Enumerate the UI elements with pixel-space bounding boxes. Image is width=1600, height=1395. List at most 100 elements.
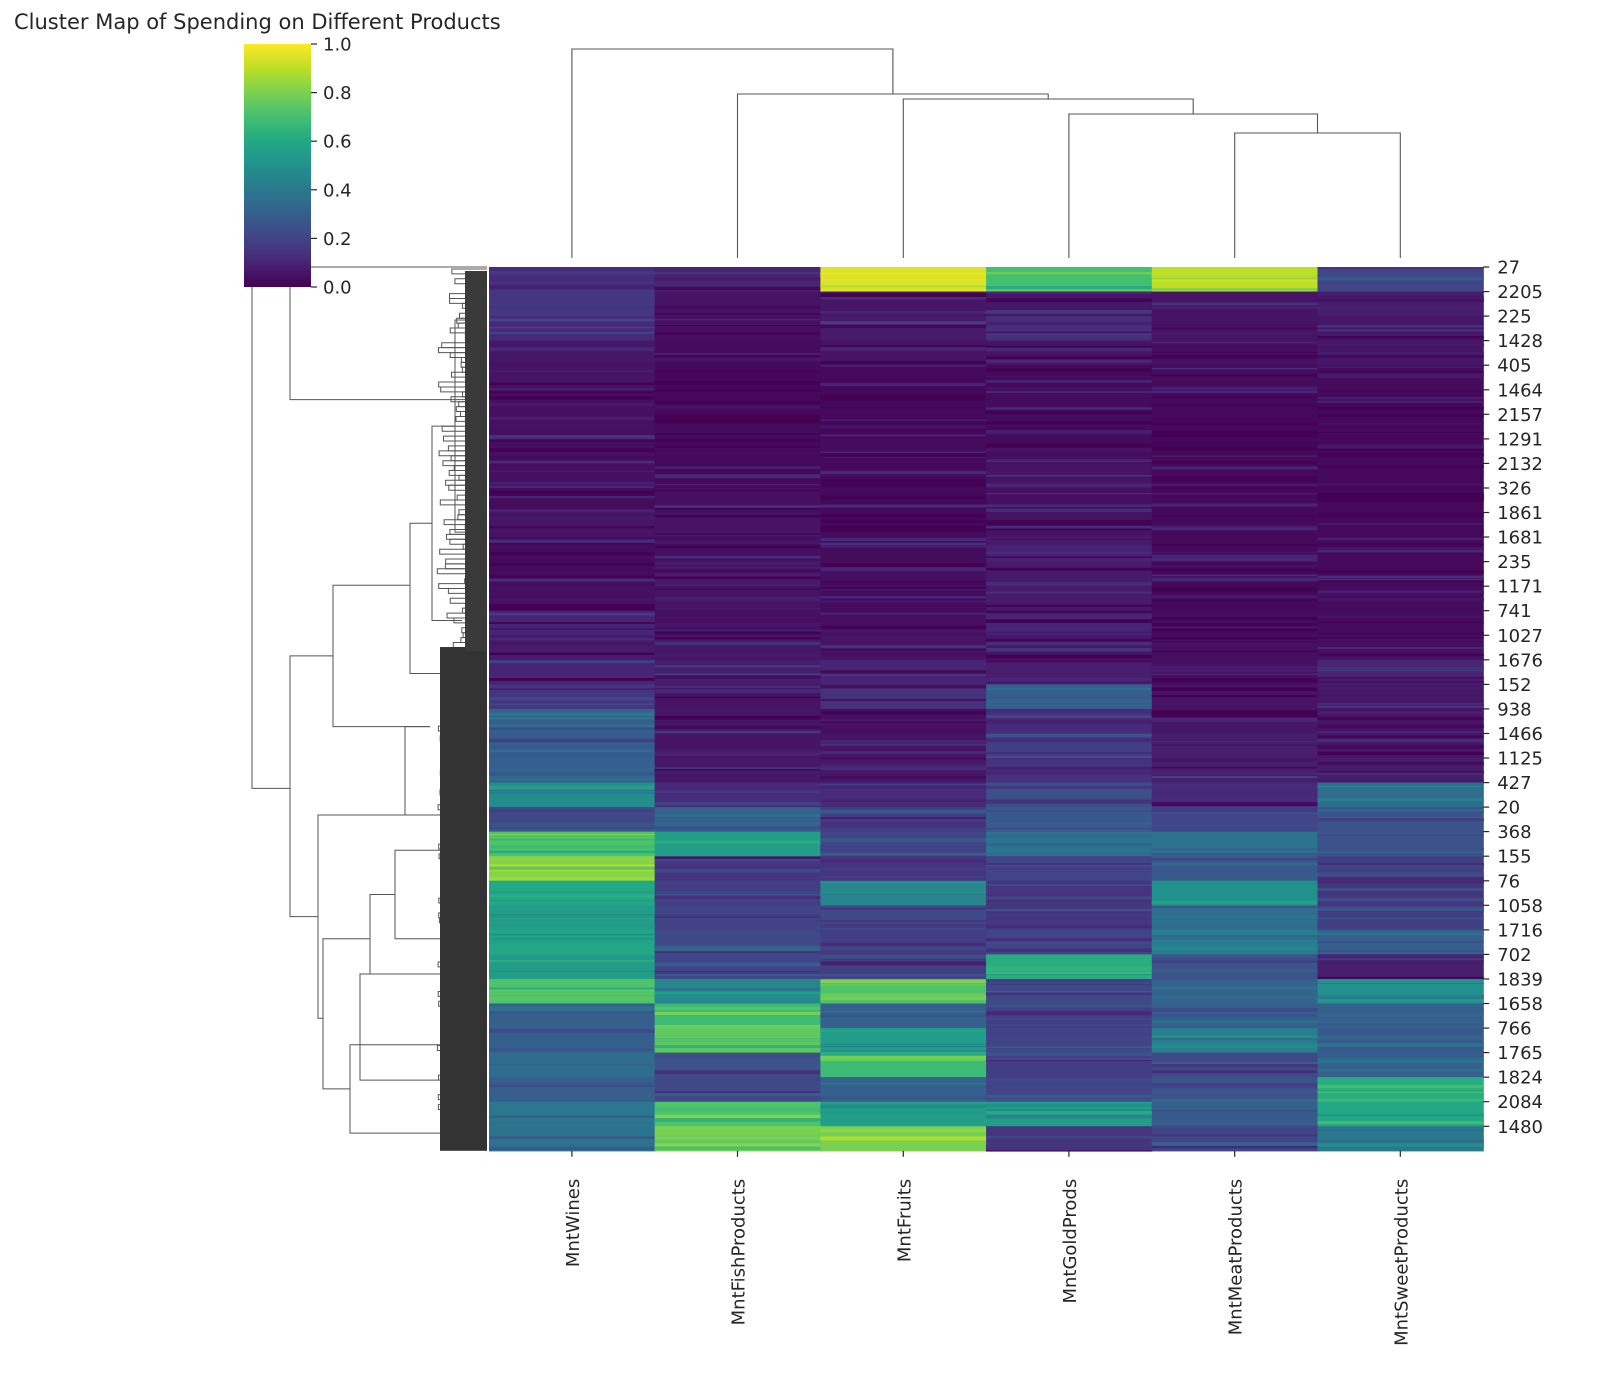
heatmap-stripe (986, 387, 1153, 391)
heatmap-stripe (489, 347, 656, 352)
heatmap-cell (654, 1101, 821, 1127)
heatmap-stripe (1151, 396, 1319, 398)
heatmap-cell (654, 316, 821, 342)
heatmap-cells (489, 267, 1484, 1152)
heatmap-stripe (1151, 1036, 1319, 1038)
heatmap-stripe (986, 368, 1153, 372)
heatmap-stripe (820, 324, 987, 329)
row-tick-label: 1464 (1497, 380, 1543, 401)
heatmap-stripe (654, 730, 821, 734)
heatmap-stripe (986, 541, 1153, 545)
heatmap-stripe (489, 992, 656, 995)
heatmap-stripe (1151, 853, 1319, 856)
heatmap-stripe (820, 1017, 987, 1019)
heatmap-stripe (986, 310, 1153, 314)
heatmap-cell (986, 1077, 1153, 1103)
heatmap-stripe (986, 1078, 1153, 1081)
heatmap-stripe (820, 293, 987, 298)
heatmap-stripe (489, 725, 656, 727)
row-tick-label: 1428 (1497, 331, 1543, 352)
row-tick-label: 155 (1497, 847, 1531, 868)
row-tick-label: 235 (1497, 552, 1531, 573)
heatmap-stripe (489, 638, 656, 641)
heatmap-stripe (820, 748, 987, 752)
heatmap-stripe (1317, 1054, 1484, 1058)
heatmap-stripe (489, 749, 656, 753)
row-dendrogram (251, 266, 487, 1151)
heatmap-stripe (986, 771, 1153, 775)
heatmap-stripe (489, 289, 656, 293)
row-tick-label: 405 (1497, 356, 1531, 377)
heatmap-stripe (489, 956, 656, 960)
heatmap-stripe (489, 448, 656, 452)
heatmap-cell (489, 340, 656, 366)
heatmap-stripe (986, 345, 1153, 348)
heatmap-stripe (986, 966, 1153, 971)
heatmap-stripe (654, 466, 821, 470)
heatmap-cell (1317, 880, 1484, 906)
colorbar-tick-label: 0.6 (323, 132, 352, 153)
heatmap-stripe (1317, 276, 1484, 279)
heatmap-stripe (986, 765, 1153, 767)
heatmap-stripe (1317, 366, 1484, 368)
colorbar: 0.0 0.2 0.4 0.6 0.8 1.0 (244, 35, 352, 299)
heatmap-stripe (820, 942, 987, 946)
heatmap-stripe (489, 787, 656, 790)
heatmap-stripe (489, 792, 656, 794)
heatmap-stripe (1151, 776, 1319, 779)
heatmap-stripe (986, 639, 1153, 642)
heatmap-stripe (1151, 825, 1319, 827)
heatmap-stripe (654, 1144, 821, 1148)
heatmap-stripe (654, 856, 821, 859)
heatmap-stripe (489, 1063, 656, 1066)
heatmap-stripe (1151, 1018, 1319, 1020)
heatmap-stripe (654, 353, 821, 355)
heatmap-stripe (489, 776, 656, 780)
heatmap-stripe (986, 421, 1153, 425)
heatmap-stripe (489, 727, 656, 731)
heatmap-stripe (986, 356, 1153, 360)
heatmap-stripe (489, 1029, 656, 1033)
heatmap-stripe (654, 868, 821, 873)
heatmap-stripe (986, 822, 1153, 825)
heatmap-stripe (986, 970, 1153, 973)
row-tick-label: 1861 (1497, 503, 1543, 524)
heatmap-stripe (820, 646, 987, 649)
heatmap-stripe (1151, 947, 1319, 950)
heatmap-stripe (820, 1136, 987, 1141)
heatmap-stripe (1151, 442, 1319, 445)
heatmap-stripe (489, 456, 656, 459)
heatmap-stripe (654, 970, 821, 973)
chart-title: Cluster Map of Spending on Different Pro… (14, 10, 501, 34)
heatmap-stripe (820, 525, 987, 529)
heatmap-stripe (654, 899, 821, 901)
heatmap-stripe (820, 1045, 987, 1048)
heatmap-stripe (820, 1122, 987, 1124)
heatmap-stripe (1317, 433, 1484, 435)
heatmap-stripe (986, 991, 1153, 994)
heatmap-stripe (489, 641, 656, 646)
heatmap-stripe (986, 647, 1153, 652)
heatmap-stripe (654, 305, 821, 309)
heatmap-stripe (489, 1039, 656, 1042)
heatmap-stripe (986, 1082, 1153, 1086)
heatmap-stripe (820, 563, 987, 567)
heatmap-stripe (489, 717, 656, 720)
heatmap-stripe (1317, 773, 1484, 775)
heatmap-stripe (489, 434, 656, 439)
heatmap-stripe (1317, 817, 1484, 822)
row-tick-label: 938 (1497, 699, 1531, 720)
heatmap-stripe (654, 752, 821, 756)
heatmap-stripe (489, 396, 656, 400)
heatmap-stripe (654, 543, 821, 548)
heatmap-stripe (1317, 958, 1484, 961)
heatmap-cell (820, 1028, 987, 1054)
heatmap-stripe (986, 298, 1153, 303)
heatmap-stripe (1317, 724, 1484, 729)
heatmap-stripe (1317, 680, 1484, 684)
heatmap-stripe (654, 995, 821, 998)
dendro-link (317, 814, 405, 1019)
heatmap-stripe (986, 677, 1153, 680)
heatmap-stripe (654, 309, 821, 314)
heatmap-stripe (820, 719, 987, 721)
